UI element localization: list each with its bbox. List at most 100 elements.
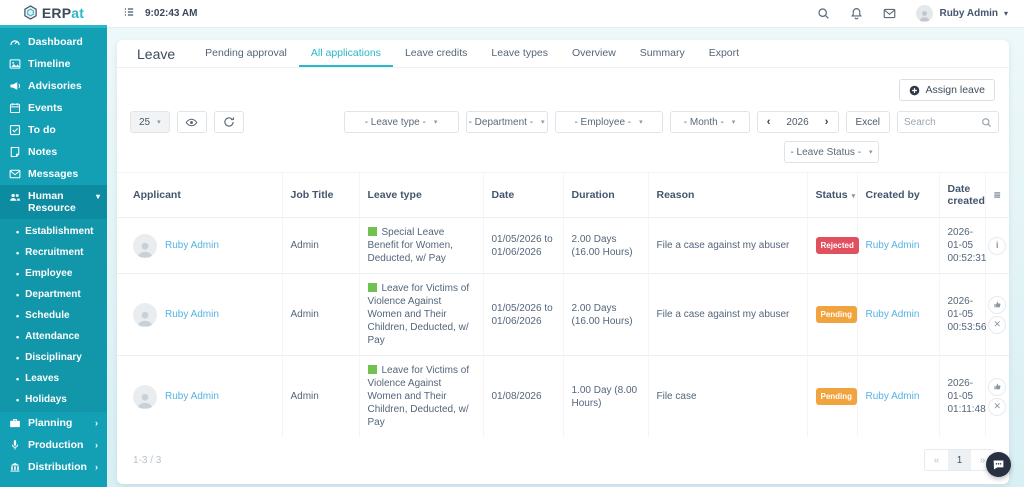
employee-select[interactable]: - Employee - ▾ xyxy=(554,111,663,133)
table-header-row: Applicant Job Title Leave type Date Dura… xyxy=(117,172,1009,218)
search-icon[interactable] xyxy=(817,7,830,20)
table-row: Ruby Admin Admin Leave for Victims of Vi… xyxy=(117,273,1009,356)
tab-overview[interactable]: Overview xyxy=(572,46,616,59)
search-input[interactable] xyxy=(904,116,977,128)
page-prev-button[interactable]: « xyxy=(925,450,948,470)
caret-down-icon: ▾ xyxy=(433,119,438,126)
created-by-link[interactable]: Ruby Admin xyxy=(865,240,920,251)
sidebar-item-label: Notes xyxy=(28,146,58,158)
created-by-link[interactable]: Ruby Admin xyxy=(865,391,920,402)
cell-job-title: Admin xyxy=(281,217,359,274)
envelope-icon[interactable] xyxy=(883,7,896,20)
chevron-down-icon: ▾ xyxy=(95,192,100,201)
bullet-icon: • xyxy=(16,331,20,342)
sidebar-item-planning[interactable]: Planning › xyxy=(0,412,107,434)
info-button[interactable]: i xyxy=(988,236,1007,255)
tab-summary[interactable]: Summary xyxy=(639,46,685,59)
users-icon xyxy=(9,191,21,203)
app-logo[interactable]: ERPat xyxy=(0,0,107,28)
sort-icon: ▾ xyxy=(851,193,856,200)
excel-export-button[interactable]: Excel xyxy=(845,111,890,133)
cell-applicant: Ruby Admin xyxy=(117,273,282,356)
tab-export[interactable]: Export xyxy=(708,46,740,59)
sidebar-item-employee[interactable]: • Employee xyxy=(0,263,107,284)
sidebar-item-disciplinary[interactable]: • Disciplinary xyxy=(0,347,107,368)
sidebar-item-notes[interactable]: Notes xyxy=(0,141,107,163)
col-status[interactable]: Status ▾ xyxy=(806,172,857,218)
col-leave-type: Leave type xyxy=(358,172,483,218)
reject-button[interactable]: ✕ xyxy=(988,315,1007,334)
sidebar-item-holidays[interactable]: • Holidays xyxy=(0,389,107,410)
sidebar-item-department[interactable]: • Department xyxy=(0,284,107,305)
tab-leave-types[interactable]: Leave types xyxy=(491,46,549,59)
sidebar-subitem-label: Employee xyxy=(25,268,73,279)
tab-pending-approval[interactable]: Pending approval xyxy=(205,46,287,59)
col-job-title: Job Title xyxy=(281,172,359,218)
sidebar-item-schedule[interactable]: • Schedule xyxy=(0,305,107,326)
leave-status-select[interactable]: - Leave Status - ▾ xyxy=(784,141,879,163)
hr-submenu: • Establishment • Recruitment • Employee • D… xyxy=(0,219,107,412)
year-next-button[interactable]: › xyxy=(824,116,829,128)
sidebar-item-recruitment[interactable]: • Recruitment xyxy=(0,242,107,263)
approve-button[interactable] xyxy=(988,377,1007,396)
sidebar-item-attendance[interactable]: • Attendance xyxy=(0,326,107,347)
sidebar-subitem-label: Disciplinary xyxy=(25,352,82,363)
sidebar-item-events[interactable]: Events xyxy=(0,97,107,119)
sidebar-item-production[interactable]: Production › xyxy=(0,434,107,456)
user-menu[interactable]: Ruby Admin ▾ xyxy=(916,5,1008,22)
tab-all-applications[interactable]: All applications xyxy=(298,40,393,67)
cell-leave-type: Leave for Victims of Violence Against Wo… xyxy=(358,273,483,356)
pagination: 1-3 / 3 « 1 » xyxy=(117,437,1009,484)
employee-value: - Employee - xyxy=(574,116,632,128)
assign-leave-button[interactable]: Assign leave xyxy=(899,79,995,101)
logo-text: ERPat xyxy=(41,4,85,21)
created-by-link[interactable]: Ruby Admin xyxy=(865,309,920,320)
sidebar-item-leaves[interactable]: • Leaves xyxy=(0,368,107,389)
page-number[interactable]: 1 xyxy=(948,450,971,470)
chat-button[interactable] xyxy=(986,452,1011,477)
cell-leave-type: Special Leave Benefit for Women, Deducte… xyxy=(358,217,483,274)
pager-controls: « 1 » xyxy=(924,449,995,471)
cell-applicant: Ruby Admin xyxy=(117,217,282,274)
sidebar-item-establishment[interactable]: • Establishment xyxy=(0,221,107,242)
col-actions[interactable]: ≡ xyxy=(984,172,1009,218)
bell-icon[interactable] xyxy=(850,7,863,20)
cell-created-by: Ruby Admin xyxy=(856,217,939,274)
tab-leave-credits[interactable]: Leave credits xyxy=(404,46,468,59)
sidebar-item-distribution[interactable]: Distribution › xyxy=(0,456,107,478)
leave-type-select[interactable]: - Leave type - ▾ xyxy=(343,111,459,133)
sidebar-item-dashboard[interactable]: Dashboard xyxy=(0,31,107,53)
page-size-select[interactable]: 25 ▾ xyxy=(130,111,170,133)
sidebar-item-human-resource[interactable]: Human Resource ▾ xyxy=(0,185,107,219)
sidebar-item-todo[interactable]: To do xyxy=(0,119,107,141)
reject-button[interactable]: ✕ xyxy=(988,397,1007,416)
col-duration: Duration xyxy=(562,172,648,218)
cell-status: Pending xyxy=(806,273,858,356)
sidebar-item-advisories[interactable]: Advisories xyxy=(0,75,107,97)
avatar xyxy=(133,233,157,258)
sidebar-item-messages[interactable]: Messages xyxy=(0,163,107,185)
toggle-columns-button[interactable] xyxy=(176,111,207,133)
time-log-icon[interactable] xyxy=(123,5,135,23)
sidebar-item-label: To do xyxy=(28,124,56,136)
plus-circle-icon xyxy=(910,85,920,95)
year-value[interactable]: 2026 xyxy=(786,116,809,128)
month-select[interactable]: - Month - ▾ xyxy=(669,111,750,133)
chevron-right-icon: › xyxy=(95,440,98,450)
applicant-link[interactable]: Ruby Admin xyxy=(165,391,219,402)
department-select[interactable]: - Department - ▾ xyxy=(465,111,548,133)
year-prev-button[interactable]: ‹ xyxy=(766,116,771,128)
eye-icon xyxy=(185,118,198,126)
applicant-link[interactable]: Ruby Admin xyxy=(165,309,219,320)
refresh-button[interactable] xyxy=(213,111,244,133)
cell-date: 01/05/2026 to 01/06/2026 xyxy=(482,273,563,356)
approve-button[interactable] xyxy=(988,295,1007,314)
cell-created-by: Ruby Admin xyxy=(856,273,939,356)
caret-down-icon: ▾ xyxy=(639,119,643,126)
x-icon: ✕ xyxy=(993,401,1002,411)
sidebar-item-timeline[interactable]: Timeline xyxy=(0,53,107,75)
applicant-link[interactable]: Ruby Admin xyxy=(165,240,219,251)
cell-actions: ✕ xyxy=(984,273,1009,356)
status-filter-row: - Leave Status - ▾ xyxy=(117,133,1009,172)
caret-down-icon: ▾ xyxy=(541,119,545,126)
